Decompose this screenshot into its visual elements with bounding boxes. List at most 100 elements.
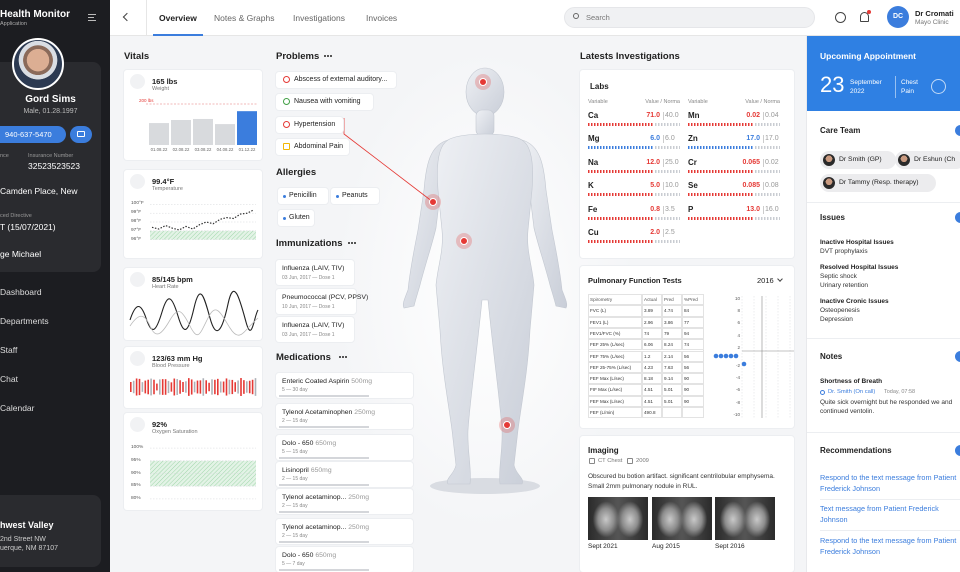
xray-image[interactable] [715, 497, 775, 540]
table-cell-text: 90 [684, 376, 690, 382]
issue-item: Osteopenesis [820, 307, 860, 314]
lab-norm: 16.0 [765, 205, 779, 213]
year-select[interactable]: 2016 [757, 276, 774, 285]
medication-dose: 650mg [310, 467, 332, 474]
xray-image[interactable] [588, 497, 648, 540]
tab[interactable]: Overview [159, 13, 197, 23]
table-cell-text: 5.01 [664, 387, 673, 393]
medication-progress [279, 484, 369, 486]
y-tick-label: 90% [131, 470, 141, 476]
recommendation[interactable]: Respond to the text message from Patient… [820, 536, 957, 556]
help-icon[interactable] [835, 12, 846, 23]
member-avatar [823, 154, 835, 166]
table-cell [662, 373, 682, 385]
bell-icon[interactable] [860, 12, 869, 22]
app-subtitle: Application [0, 21, 27, 27]
table-cell [588, 327, 642, 340]
vital-label: Heart Rate [152, 284, 179, 290]
medication-progress [279, 426, 369, 428]
lab-name: Na [588, 157, 599, 167]
table-cell-text: 6.06 [644, 342, 653, 348]
medication-name: Dolo - 650 [282, 440, 314, 447]
tab[interactable]: Notes & Graphs [214, 13, 275, 23]
table-cell [662, 361, 682, 374]
menu-icon [88, 17, 94, 18]
vital-label: Blood Pressure [152, 363, 190, 369]
vital-label: Temperature [152, 186, 183, 192]
section-title: Latests Investigations [580, 51, 680, 62]
nav-item[interactable]: Dashboard [0, 287, 42, 297]
phone-number: 940-637-5470 [5, 130, 52, 139]
tab[interactable]: Invoices [366, 13, 398, 23]
top-bar [110, 0, 960, 36]
problem-item [276, 94, 373, 110]
lab-norm: 0.02 [765, 158, 779, 166]
recommendation[interactable]: Text message from Patient Frederick John… [820, 504, 939, 524]
immunization-date: 10 Jun, 2017 — Dose 1 [282, 304, 335, 310]
immunization-item [276, 317, 354, 342]
section-action[interactable] [955, 212, 960, 223]
lab-separator [763, 158, 764, 167]
patient-info: Male, 01.28.1997 [23, 108, 78, 115]
card-title: Labs [590, 82, 609, 91]
table-cell-text: 8.24 [664, 342, 673, 348]
table-cell-text: 4.51 [644, 398, 653, 404]
care-team-chip[interactable] [820, 151, 896, 169]
table-cell-text: 3.86 [664, 319, 673, 325]
issue-heading: Resolved Hospital Issues [820, 264, 899, 271]
table-cell [662, 384, 682, 396]
location-street: 2nd Street NW [0, 536, 46, 543]
section-action[interactable] [955, 125, 960, 136]
medication-name-row: Tylenol acetaminop... 250mg [282, 494, 369, 502]
nav-item[interactable]: Calendar [0, 403, 35, 413]
nav-item[interactable]: Departments [0, 316, 49, 326]
care-team-chip[interactable] [820, 174, 936, 192]
recommendation[interactable]: Respond to the text message from Patient… [820, 473, 957, 493]
table-cell-text: 94 [684, 330, 690, 336]
blood-pressure-card [124, 347, 262, 408]
lab-value: 6.0 [650, 135, 660, 143]
table-cell [642, 350, 662, 362]
avatar-initials: DC [892, 13, 904, 20]
table-cell [682, 407, 704, 419]
problem-item [276, 139, 349, 155]
section-action[interactable] [955, 445, 960, 456]
lab-separator [663, 112, 664, 120]
lab-value: 2.0 [650, 229, 660, 236]
allergy-dot [283, 217, 286, 220]
phone-button[interactable] [0, 126, 66, 143]
lab-value: 0.02 [746, 112, 760, 119]
problem-text: Nausea with vomiting [294, 98, 361, 105]
xray-image[interactable] [652, 497, 712, 540]
chart-tick-label: -6 [735, 387, 740, 393]
tab[interactable]: Investigations [293, 13, 345, 23]
chat-button[interactable] [70, 126, 92, 143]
medication-duration: 5 — 15 day [282, 449, 308, 455]
chart-tick-label: 2 [737, 344, 740, 350]
lab-bar-rest [655, 193, 680, 197]
section-title: Issues [820, 213, 845, 222]
table-cell-text: FEF 25% (L/sec) [590, 342, 625, 348]
connector-line [343, 118, 434, 203]
avatar[interactable] [887, 6, 909, 28]
separator [807, 338, 960, 339]
contact: ge Michael [0, 249, 42, 259]
lab-norm: 2.5 [665, 229, 675, 236]
problem-item [276, 117, 343, 133]
appointment-month: September 2022 [850, 79, 882, 95]
medication-item [276, 404, 413, 429]
app-title: Health Monitor [0, 9, 70, 20]
x-tick-label: 01.12.22 [238, 147, 256, 152]
nav-item[interactable]: Staff [0, 345, 18, 355]
location-city: uerque, NM 87107 [0, 545, 58, 552]
table-cell [642, 305, 662, 317]
nav-item[interactable]: Chat [0, 374, 18, 384]
table-cell-text: FEF (L/min) [590, 410, 615, 415]
lab-bar-rest [755, 216, 780, 220]
note-text: Quite sick overnight but he responded we… [820, 399, 953, 415]
section-action[interactable] [955, 351, 960, 362]
care-team-chip[interactable] [895, 151, 960, 169]
chart-tick-label: 10 [734, 296, 740, 301]
search-box[interactable] [564, 7, 815, 28]
problem-text: Abdominal Pain [294, 143, 344, 150]
